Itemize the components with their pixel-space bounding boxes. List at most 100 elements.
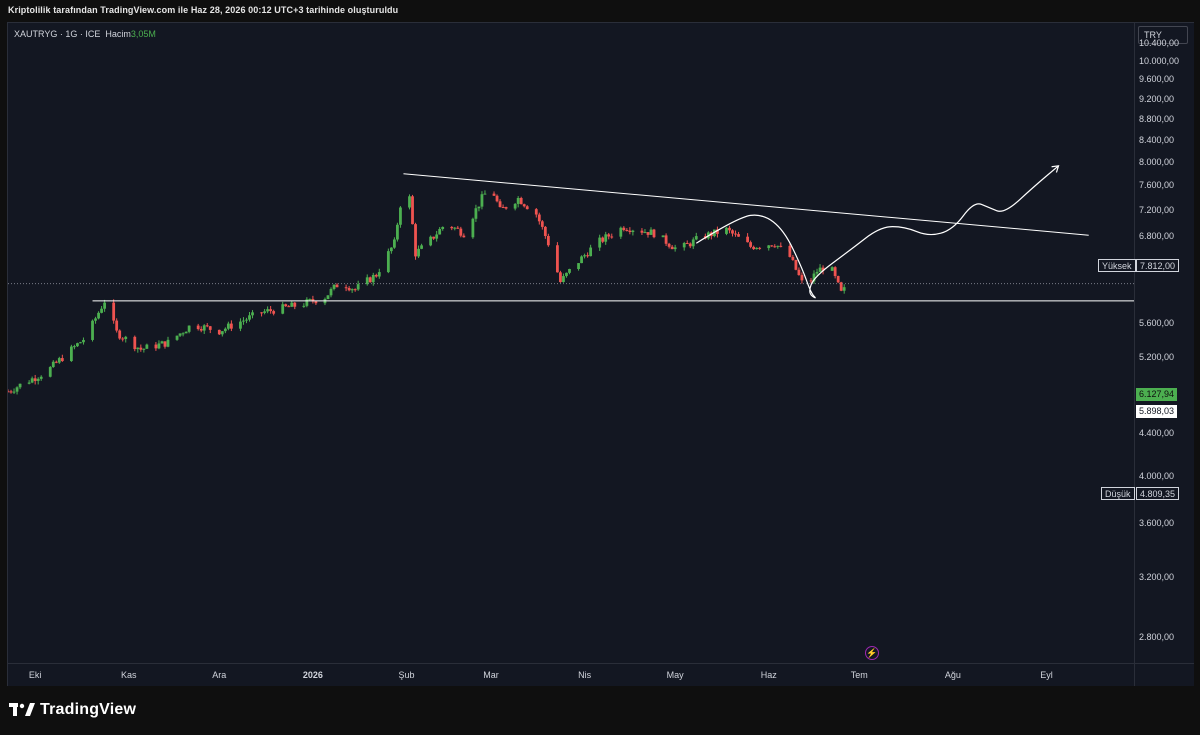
candle-body: [393, 239, 396, 248]
candle-body: [725, 227, 728, 234]
axis-corner: [1134, 663, 1194, 686]
symbol-label: XAUTRYG · 1G · ICE: [14, 29, 101, 39]
candle-body: [272, 311, 276, 314]
candle-body: [580, 256, 583, 264]
high-value: 7.812,00: [1136, 259, 1180, 272]
candle-body: [522, 204, 526, 207]
candle-body: [76, 343, 79, 347]
candle-body: [737, 234, 740, 237]
candle-body: [471, 218, 475, 238]
candle-body: [411, 196, 414, 225]
candle-body: [245, 319, 248, 321]
candle-body: [344, 287, 348, 289]
candle-body: [607, 234, 611, 237]
candle-body: [833, 267, 837, 277]
candle-body: [305, 299, 309, 306]
candle-body: [438, 228, 442, 235]
candle-body: [546, 235, 550, 246]
candle-body: [667, 243, 671, 247]
support-line-tag: 5.898,03: [1136, 405, 1178, 418]
candle-body: [8, 391, 10, 393]
candle-body: [57, 358, 61, 363]
time-tick-label: Nis: [578, 670, 592, 680]
candle-body: [175, 335, 179, 340]
candle-body: [350, 289, 354, 291]
candle-body: [537, 214, 541, 222]
candle-body: [492, 193, 496, 196]
candle-body: [386, 251, 390, 273]
candle-body: [94, 318, 97, 321]
candle-body: [773, 246, 777, 248]
candle-body: [788, 245, 792, 257]
price-tick-label: 8.800,00: [1139, 113, 1175, 124]
candle-body: [202, 325, 206, 331]
candle-body: [178, 333, 182, 336]
candle-body: [91, 320, 94, 340]
currency-button[interactable]: TRY: [1138, 26, 1188, 44]
price-tick-label: 8.000,00: [1139, 156, 1175, 167]
candle-body: [456, 227, 460, 229]
candle-body: [432, 236, 436, 239]
candle-body: [604, 234, 608, 242]
time-tick-label: Kas: [120, 670, 137, 680]
brand-name: TradingView: [40, 701, 137, 718]
plot-area[interactable]: [8, 23, 1134, 663]
candle-body: [670, 246, 674, 250]
candle-body: [181, 333, 185, 335]
time-tick-label: May: [666, 670, 684, 680]
candle-body: [516, 198, 520, 204]
candle-body: [519, 198, 523, 205]
candle-body: [205, 325, 209, 327]
candle-body: [643, 232, 647, 234]
candle-body: [133, 336, 137, 350]
candle-body: [568, 269, 571, 273]
symbol-legend[interactable]: XAUTRYG · 1G · ICE Hacim3,05M: [14, 29, 156, 39]
candle-body: [420, 245, 423, 249]
candle-body: [649, 229, 653, 235]
candle-body: [100, 308, 103, 313]
candle-body: [631, 230, 635, 233]
candle-body: [293, 302, 297, 307]
candle-body: [311, 299, 315, 302]
candle-body: [18, 383, 22, 388]
candle-body: [543, 226, 547, 236]
candle-body: [818, 267, 822, 272]
candle-body: [73, 346, 76, 348]
candle-body: [335, 284, 339, 288]
candle-body: [477, 206, 481, 209]
candle-body: [429, 236, 433, 246]
candlestick-chart[interactable]: [8, 23, 1134, 663]
candle-body: [166, 339, 170, 347]
candle-body: [441, 226, 445, 229]
candle-body: [661, 235, 665, 238]
projection-path: [695, 165, 1059, 299]
price-tick-label: 6.800,00: [1139, 230, 1175, 241]
candle-body: [628, 230, 632, 233]
price-tick-label: 3.200,00: [1139, 571, 1175, 582]
candle-body: [69, 346, 73, 362]
time-axis[interactable]: [8, 663, 1134, 686]
tradingview-logo-icon: [9, 703, 35, 716]
candle-body: [685, 242, 689, 244]
candle-body: [196, 325, 200, 330]
candle-body: [242, 320, 245, 322]
candle-body: [82, 339, 85, 343]
tradingview-logo[interactable]: TradingView: [9, 701, 136, 719]
candle-body: [217, 329, 221, 335]
price-axis[interactable]: [1134, 23, 1194, 663]
price-tick-label: 5.600,00: [1139, 318, 1175, 329]
candle-body: [598, 237, 602, 248]
candle-body: [48, 367, 52, 377]
price-tick-label: 3.600,00: [1139, 518, 1175, 529]
candle-body: [610, 236, 614, 238]
candle-body: [797, 269, 801, 276]
candle-body: [124, 336, 128, 340]
candle-body: [308, 299, 312, 301]
candle-body: [498, 201, 502, 208]
time-tick-label: Haz: [760, 670, 777, 680]
candle-body: [263, 311, 266, 313]
lightning-icon[interactable]: ⚡: [865, 646, 879, 660]
candle-body: [208, 326, 212, 330]
price-tick-label: 8.400,00: [1139, 134, 1175, 145]
price-tick-label: 2.800,00: [1139, 632, 1175, 643]
